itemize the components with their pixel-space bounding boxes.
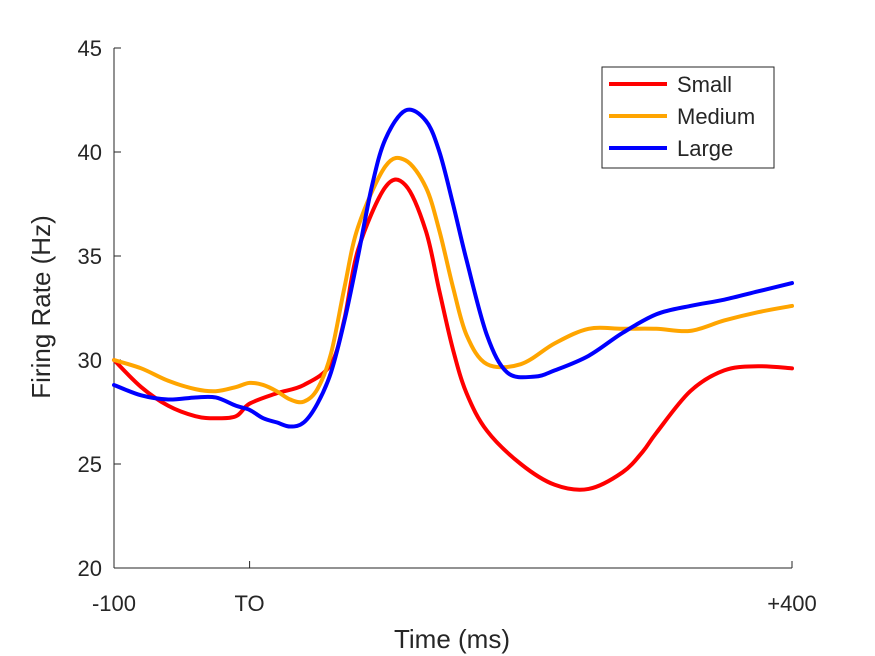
- y-tick-label: 25: [78, 452, 102, 477]
- series-layer: [112, 107, 794, 492]
- legend: Small Medium Large: [601, 66, 775, 169]
- y-tick-label: 35: [78, 244, 102, 269]
- legend-label-medium: Medium: [677, 104, 755, 129]
- x-axis-label: Time (ms): [394, 624, 510, 654]
- series-line-large: [112, 107, 794, 429]
- y-axis: 20 25 30 35 40 45: [78, 36, 121, 581]
- x-axis: -100 TO +400: [92, 561, 817, 616]
- legend-label-large: Large: [677, 136, 733, 161]
- x-tick-label: TO: [235, 591, 265, 616]
- y-axis-label: Firing Rate (Hz): [26, 215, 56, 398]
- legend-label-small: Small: [677, 72, 732, 97]
- x-tick-label: -100: [92, 591, 136, 616]
- y-tick-label: 40: [78, 140, 102, 165]
- y-tick-label: 20: [78, 556, 102, 581]
- series-line-small: [112, 177, 794, 492]
- series-line-medium: [112, 155, 794, 405]
- x-tick-label: +400: [767, 591, 817, 616]
- y-tick-label: 45: [78, 36, 102, 61]
- y-tick-label: 30: [78, 348, 102, 373]
